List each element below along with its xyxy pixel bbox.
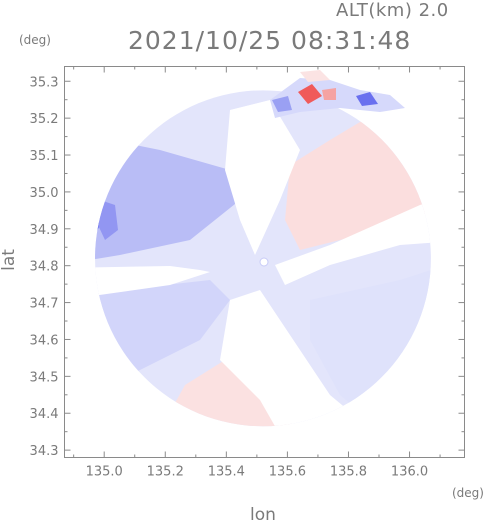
north-strong-receding-echo <box>298 84 322 104</box>
south-receding-region <box>160 360 310 427</box>
y-unit-label: (deg) <box>19 33 51 47</box>
y-tick-label: 34.8 <box>30 260 59 275</box>
y-tick-label: 35.3 <box>30 75 59 90</box>
y-tick-label: 35.2 <box>30 112 59 127</box>
west-no-data-wedge <box>95 266 210 300</box>
x-tick-label: 135.6 <box>269 465 306 480</box>
altitude-label: ALT(km) 2.0 <box>336 0 449 21</box>
y-tick-label: 34.5 <box>30 370 59 385</box>
y-tick-label: 35.1 <box>30 149 59 164</box>
north-no-data-wedge <box>225 100 300 255</box>
west-medium-echo <box>98 200 118 240</box>
chart-timestamp: 2021/10/25 08:31:48 <box>128 26 412 55</box>
plot-frame <box>64 66 465 458</box>
y-tick-label: 34.3 <box>30 444 59 459</box>
north-rim-echo <box>270 78 405 118</box>
north-light-receding-echo <box>300 70 330 82</box>
x-tick-label: 135.4 <box>208 465 245 480</box>
x-tick-label: 135.2 <box>147 465 184 480</box>
y-tick-label: 34.6 <box>30 333 59 348</box>
y-tick-label: 34.7 <box>30 297 59 312</box>
x-tick-label: 135.0 <box>86 465 123 480</box>
y-tick-label: 35.0 <box>30 186 59 201</box>
axis-ticks: 135.0 135.2 135.4 135.6 135.8 136.0 34.3 34.4 34… <box>30 66 465 480</box>
north-strong-approaching-echo <box>356 92 378 106</box>
north-medium-approaching-echo <box>272 96 292 112</box>
velocity-field <box>95 70 431 427</box>
west-strong-echo <box>95 200 100 255</box>
y-tick-label: 34.9 <box>30 223 59 238</box>
x-tick-label: 135.8 <box>330 465 367 480</box>
y-tick-label: 34.4 <box>30 407 59 422</box>
north-medium-receding-echo <box>322 88 336 100</box>
east-no-data-band <box>275 190 431 285</box>
x-unit-label: (deg) <box>452 486 484 500</box>
x-axis-label: lon <box>250 505 276 525</box>
radar-site-marker <box>259 257 269 267</box>
x-tick-label: 136.0 <box>391 465 428 480</box>
